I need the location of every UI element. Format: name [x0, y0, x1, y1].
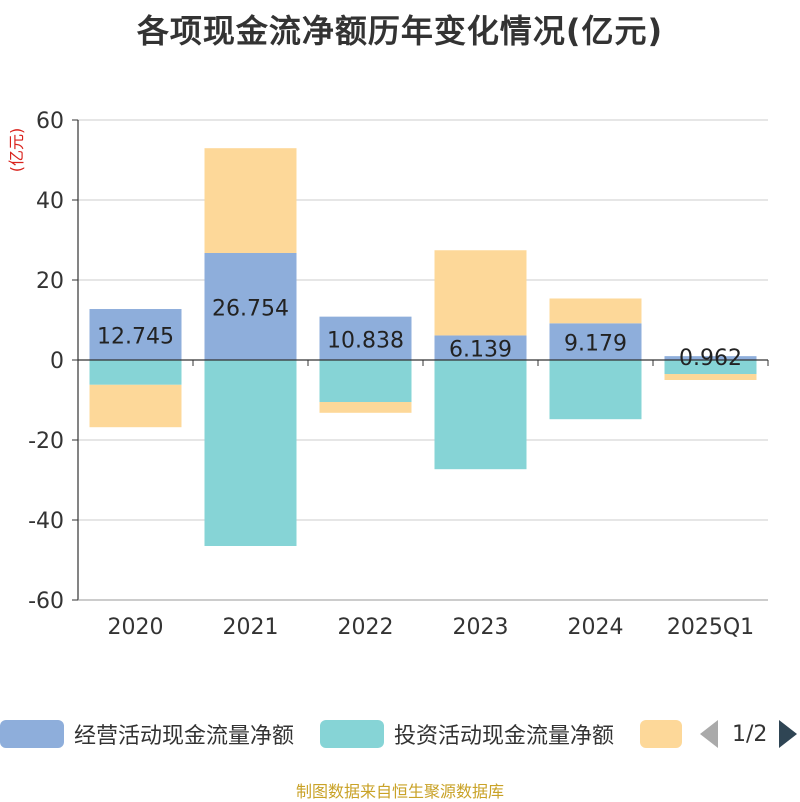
legend-swatch-operating [0, 720, 64, 748]
bar-series-2-2020[interactable] [89, 384, 182, 428]
bar-series-2-2024[interactable] [549, 298, 642, 324]
bar-series-1-2022[interactable] [319, 360, 412, 402]
y-tick-label: -60 [28, 589, 64, 614]
legend-item-operating[interactable]: 经营活动现金流量净额 [0, 716, 294, 752]
x-tick-label: 2023 [453, 615, 509, 640]
data-labels: 12.745 26.754 10.838 6.139 9.179 0.962 [97, 296, 742, 371]
source-footer: 制图数据来自恒生聚源数据库 [295, 782, 504, 801]
bar-series-0-2023[interactable] [434, 335, 527, 360]
legend: 经营活动现金流量净额 投资活动现金流量净额 1/2 [0, 716, 800, 752]
legend-item-third[interactable] [640, 716, 692, 752]
y-tick-label: -20 [28, 429, 64, 454]
legend-swatch-third [640, 720, 682, 748]
bar-series-0-2024[interactable] [549, 323, 642, 360]
bar-series-1-2024[interactable] [549, 360, 642, 420]
data-label: 0.962 [679, 346, 742, 371]
x-tick-label: 2021 [223, 615, 279, 640]
legend-pager: 1/2 [700, 718, 798, 750]
x-tick-label: 2025Q1 [667, 615, 754, 640]
axes: 60 40 20 0 -20 -40 -60 2020 2021 2022 2023 2024 2025… [28, 109, 769, 640]
legend-label-investing: 投资活动现金流量净额 [394, 724, 615, 749]
data-label: 9.179 [564, 332, 627, 357]
legend-item-investing[interactable]: 投资活动现金流量净额 [320, 716, 614, 752]
bar-series-2-2022[interactable] [319, 402, 412, 413]
y-tick-label: -40 [28, 509, 64, 534]
legend-next-arrow-icon[interactable] [779, 720, 798, 748]
y-tick-label: 40 [36, 189, 64, 214]
data-label: 6.139 [449, 338, 512, 363]
x-tick-label: 2020 [108, 615, 164, 640]
bar-series-0-2020[interactable] [89, 309, 182, 360]
y-tick-label: 0 [50, 349, 64, 374]
legend-label-operating: 经营活动现金流量净额 [74, 724, 295, 749]
bar-series-2-2023[interactable] [434, 250, 527, 336]
legend-prev-arrow-icon[interactable] [700, 720, 718, 748]
x-tick-label: 2022 [338, 615, 394, 640]
bar-series-0-2025Q1[interactable] [664, 356, 757, 360]
data-label: 12.745 [97, 325, 174, 350]
legend-page-indicator: 1/2 [732, 721, 768, 747]
x-tick-label: 2024 [568, 615, 624, 640]
bar-series-0-2022[interactable] [319, 316, 412, 360]
bar-series-1-2023[interactable] [434, 360, 527, 470]
data-label: 26.754 [212, 296, 289, 321]
bar-series-0-2021[interactable] [204, 252, 297, 360]
y-tick-label: 60 [36, 109, 64, 134]
data-label: 10.838 [327, 328, 404, 353]
bar-series-1-2021[interactable] [204, 360, 297, 546]
chart-title: 各项现金流净额历年变化情况(亿元) [136, 12, 664, 50]
bar-series-2-2025Q1[interactable] [664, 374, 757, 380]
y-tick-label: 20 [36, 269, 64, 294]
bar-series-1-2025Q1[interactable] [664, 360, 757, 374]
bars [89, 148, 757, 546]
bar-series-2-2021[interactable] [204, 148, 297, 253]
bar-series-1-2020[interactable] [89, 360, 182, 385]
legend-swatch-investing [320, 720, 384, 748]
y-axis-label: (亿元) [7, 128, 26, 173]
